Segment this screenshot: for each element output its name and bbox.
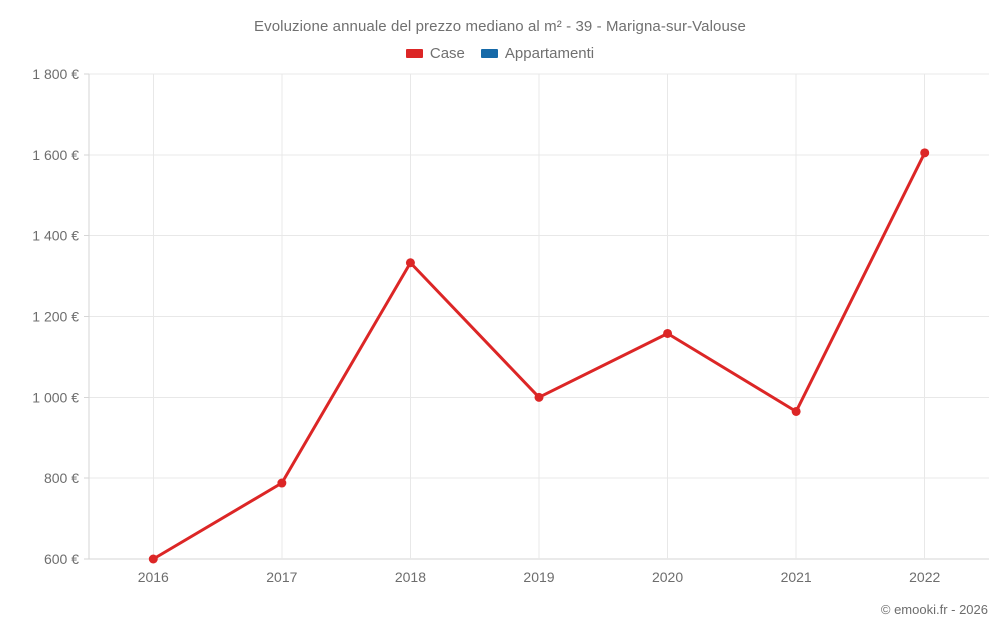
x-axis-tick-label: 2020 [652, 569, 683, 585]
legend-item-appartamenti[interactable]: Appartamenti [480, 45, 595, 62]
y-axis-tick-label: 800 € [44, 470, 79, 486]
data-point-case-2022[interactable] [920, 148, 930, 158]
x-axis-tick-label: 2022 [909, 569, 940, 585]
chart-legend: Case Appartamenti [0, 45, 1000, 62]
data-point-case-2021[interactable] [791, 406, 801, 416]
data-point-case-2017[interactable] [277, 478, 287, 488]
data-point-case-2020[interactable] [663, 328, 673, 338]
legend-label-appartamenti: Appartamenti [504, 45, 595, 62]
x-axis-tick-label: 2016 [138, 569, 169, 585]
y-axis-tick-label: 1 800 € [32, 66, 79, 82]
footer-credit: © emooki.fr - 2026 [880, 602, 988, 617]
y-axis-tick-label: 1 400 € [32, 228, 79, 244]
y-axis-tick-label: 1 200 € [32, 309, 79, 325]
chart-title: Evoluzione annuale del prezzo mediano al… [254, 18, 746, 35]
legend-swatch-appartamenti-icon [480, 49, 498, 58]
x-axis-tick-label: 2021 [781, 569, 812, 585]
x-axis-tick-label: 2019 [523, 569, 554, 585]
data-point-case-2016[interactable] [148, 554, 158, 564]
x-axis-tick-label: 2018 [395, 569, 426, 585]
y-axis-tick-label: 1 600 € [32, 147, 79, 163]
legend-item-case[interactable]: Case [405, 45, 465, 62]
data-point-case-2018[interactable] [405, 258, 415, 268]
y-axis-tick-label: 600 € [44, 551, 79, 567]
legend-label-case: Case [429, 45, 465, 62]
data-point-case-2019[interactable] [534, 392, 544, 402]
legend-swatch-case-icon [405, 49, 423, 58]
y-axis-tick-label: 1 000 € [32, 389, 79, 405]
x-axis-tick-label: 2017 [266, 569, 297, 585]
